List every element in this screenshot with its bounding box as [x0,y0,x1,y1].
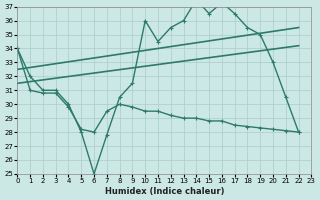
X-axis label: Humidex (Indice chaleur): Humidex (Indice chaleur) [105,187,224,196]
